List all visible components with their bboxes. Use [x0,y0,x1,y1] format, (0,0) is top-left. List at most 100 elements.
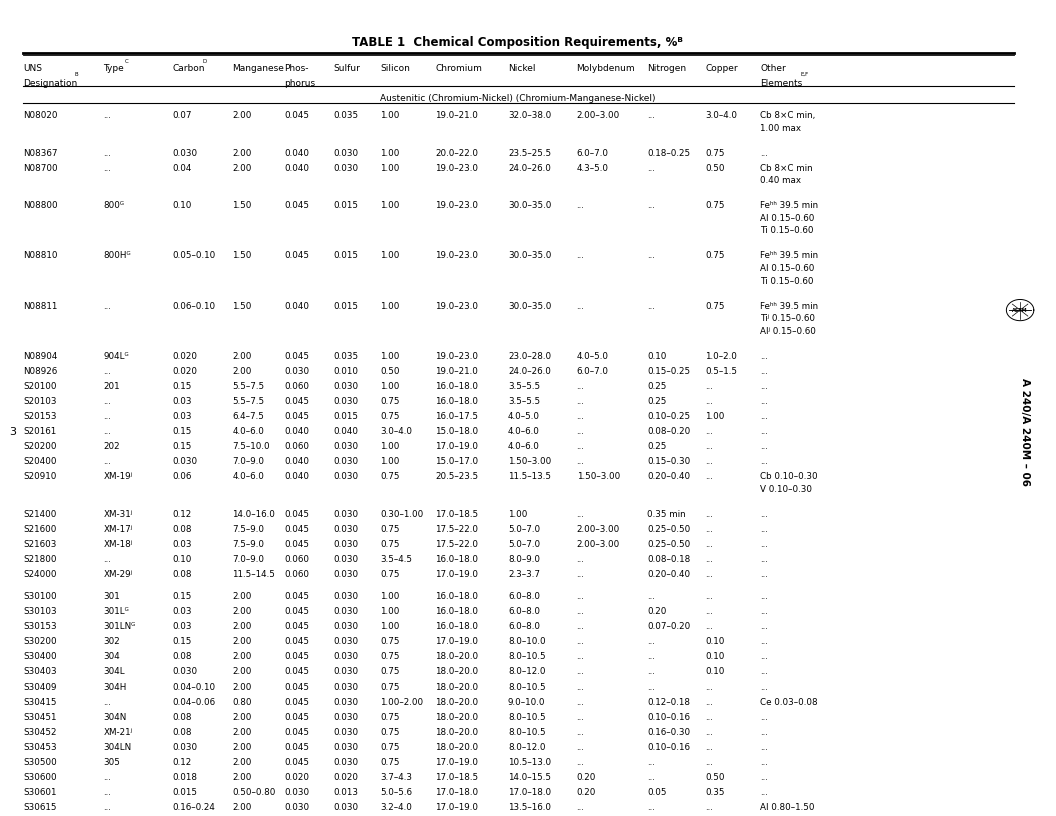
Text: 0.045: 0.045 [284,412,309,421]
Text: ...: ... [705,442,713,451]
Text: ...: ... [705,607,713,616]
Text: 0.045: 0.045 [284,758,309,767]
Text: 0.75: 0.75 [380,728,399,737]
Text: 5.0–5.6: 5.0–5.6 [380,788,412,797]
Text: 17.0–18.0: 17.0–18.0 [435,788,478,797]
Text: 0.030: 0.030 [284,367,309,376]
Text: Carbon: Carbon [172,64,205,73]
Text: 0.045: 0.045 [284,251,309,260]
Text: 1.00: 1.00 [508,510,527,519]
Text: Other: Other [760,64,786,73]
Text: 17.0–18.5: 17.0–18.5 [435,774,478,783]
Text: Ce 0.03–0.08: Ce 0.03–0.08 [760,698,818,707]
Text: 301Lᴳ: 301Lᴳ [103,607,130,616]
Text: S30415: S30415 [23,698,57,707]
Text: 0.045: 0.045 [284,352,309,361]
Text: 0.15–0.25: 0.15–0.25 [647,367,691,376]
Text: S30409: S30409 [23,682,57,692]
Text: 0.80: 0.80 [232,698,251,707]
Text: 0.25: 0.25 [647,382,666,391]
Text: ...: ... [103,412,111,421]
Text: 2.00: 2.00 [232,713,251,722]
Text: ...: ... [760,457,768,467]
Text: ...: ... [705,428,713,437]
Text: 16.0–18.0: 16.0–18.0 [435,592,478,601]
Text: 0.018: 0.018 [172,774,197,783]
Text: 0.030: 0.030 [334,803,359,813]
Text: 0.25–0.50: 0.25–0.50 [647,540,691,549]
Text: 0.25–0.50: 0.25–0.50 [647,526,691,534]
Text: 0.12: 0.12 [172,758,191,767]
Text: ...: ... [705,540,713,549]
Text: ...: ... [760,428,768,437]
Text: 0.15: 0.15 [172,442,191,451]
Text: 16.0–18.0: 16.0–18.0 [435,623,478,632]
Text: 0.75: 0.75 [705,302,724,311]
Text: 0.75: 0.75 [380,570,399,579]
Text: ...: ... [647,667,655,676]
Text: ...: ... [577,556,584,565]
Text: 0.045: 0.045 [284,653,309,662]
Text: 18.0–20.0: 18.0–20.0 [435,743,478,752]
Text: 2.00: 2.00 [232,743,251,752]
Text: S21603: S21603 [23,540,57,549]
Text: 18.0–20.0: 18.0–20.0 [435,682,478,692]
Text: 0.030: 0.030 [172,149,197,157]
Text: 11.5–13.5: 11.5–13.5 [508,472,551,481]
Text: 0.030: 0.030 [334,682,359,692]
Text: 4.0–6.0: 4.0–6.0 [232,428,264,437]
Text: ASTM: ASTM [1013,308,1027,313]
Text: 2.00: 2.00 [232,774,251,783]
Text: S24000: S24000 [23,570,57,579]
Text: N08020: N08020 [23,111,58,120]
Text: 0.030: 0.030 [334,592,359,601]
Text: 0.15–0.30: 0.15–0.30 [647,457,691,467]
Text: 1.00: 1.00 [380,202,399,211]
Text: N08700: N08700 [23,164,58,173]
Text: S30601: S30601 [23,788,57,797]
Text: 1.00: 1.00 [380,352,399,361]
Text: ...: ... [577,302,584,311]
Text: S20103: S20103 [23,397,57,406]
Text: ...: ... [760,510,768,519]
Text: S30403: S30403 [23,667,57,676]
Text: 0.20–0.40: 0.20–0.40 [647,570,691,579]
Text: 0.015: 0.015 [334,202,359,211]
Text: 0.030: 0.030 [334,556,359,565]
Text: S30200: S30200 [23,637,57,646]
Text: S30453: S30453 [23,743,57,752]
Text: 0.18–0.25: 0.18–0.25 [647,149,691,157]
Text: 0.10–0.16: 0.10–0.16 [647,743,691,752]
Text: 0.06: 0.06 [172,472,191,481]
Text: 0.045: 0.045 [284,540,309,549]
Text: 15.0–17.0: 15.0–17.0 [435,457,478,467]
Text: ...: ... [103,367,111,376]
Text: 0.030: 0.030 [334,540,359,549]
Text: ...: ... [647,803,655,813]
Text: Cb 8×C min,: Cb 8×C min, [760,111,815,120]
Text: ...: ... [647,251,655,260]
Text: 0.15: 0.15 [172,592,191,601]
Text: ...: ... [577,412,584,421]
Text: ...: ... [103,302,111,311]
Text: 2.00: 2.00 [232,758,251,767]
Text: ...: ... [577,382,584,391]
Text: 6.0–8.0: 6.0–8.0 [508,623,540,632]
Text: ...: ... [760,382,768,391]
Text: 20.5–23.5: 20.5–23.5 [435,472,478,481]
Text: ...: ... [577,698,584,707]
Text: Al 0.15–0.60: Al 0.15–0.60 [760,214,814,223]
Text: 0.5–1.5: 0.5–1.5 [705,367,737,376]
Text: ...: ... [577,743,584,752]
Text: Designation: Designation [23,79,77,88]
Text: 0.030: 0.030 [334,698,359,707]
Text: ...: ... [577,682,584,692]
Text: Manganese: Manganese [232,64,284,73]
Text: 8.0–10.5: 8.0–10.5 [508,653,546,662]
Text: 4.0–6.0: 4.0–6.0 [232,472,264,481]
Text: 305: 305 [103,758,120,767]
Text: Al 0.15–0.60: Al 0.15–0.60 [760,264,814,273]
Text: 3.5–5.5: 3.5–5.5 [508,382,540,391]
Text: 0.75: 0.75 [380,412,399,421]
Text: ...: ... [103,803,111,813]
